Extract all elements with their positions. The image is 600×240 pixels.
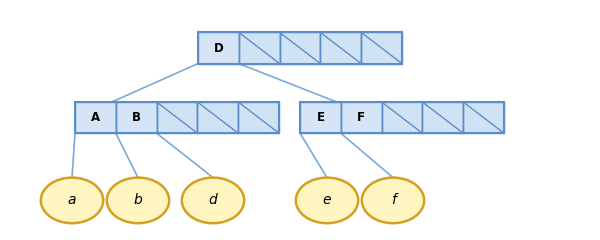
Bar	[341, 102, 382, 133]
Ellipse shape	[362, 178, 424, 223]
Ellipse shape	[41, 178, 103, 223]
Bar	[361, 32, 402, 64]
Bar	[320, 32, 361, 64]
Bar	[197, 102, 238, 133]
Bar	[239, 32, 280, 64]
Text: F: F	[357, 111, 365, 124]
Bar	[300, 102, 341, 133]
Text: B: B	[132, 111, 140, 124]
Text: E: E	[316, 111, 325, 124]
Bar	[382, 102, 422, 133]
Bar	[280, 32, 320, 64]
Ellipse shape	[107, 178, 169, 223]
Text: d: d	[209, 193, 217, 207]
Text: e: e	[323, 193, 331, 207]
Bar	[198, 32, 402, 64]
Text: f: f	[391, 193, 395, 207]
Bar	[238, 102, 279, 133]
Bar	[422, 102, 463, 133]
Bar	[300, 102, 504, 133]
Bar	[198, 32, 239, 64]
Ellipse shape	[182, 178, 244, 223]
Text: D: D	[214, 42, 223, 54]
Ellipse shape	[296, 178, 358, 223]
Bar	[157, 102, 197, 133]
Bar	[75, 102, 279, 133]
Text: a: a	[68, 193, 76, 207]
Bar	[116, 102, 157, 133]
Bar	[75, 102, 116, 133]
Text: A: A	[91, 111, 100, 124]
Bar	[463, 102, 504, 133]
Text: b: b	[134, 193, 142, 207]
